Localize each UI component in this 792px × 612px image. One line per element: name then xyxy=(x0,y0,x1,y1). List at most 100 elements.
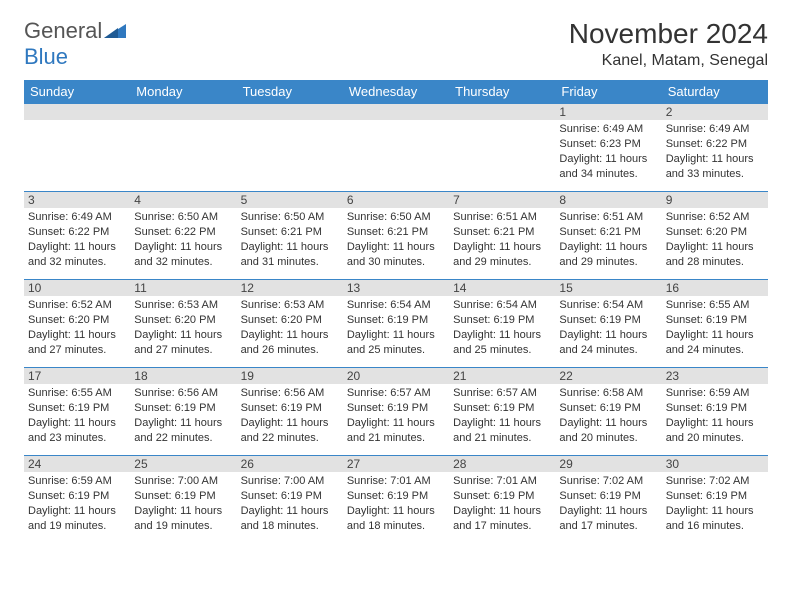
day-details: Sunrise: 6:49 AMSunset: 6:23 PMDaylight:… xyxy=(555,120,661,183)
day-details: Sunrise: 6:56 AMSunset: 6:19 PMDaylight:… xyxy=(237,384,343,447)
day-cell: 13Sunrise: 6:54 AMSunset: 6:19 PMDayligh… xyxy=(343,280,449,368)
day-details: Sunrise: 6:51 AMSunset: 6:21 PMDaylight:… xyxy=(449,208,555,271)
day-cell: 27Sunrise: 7:01 AMSunset: 6:19 PMDayligh… xyxy=(343,456,449,544)
day-details: Sunrise: 6:54 AMSunset: 6:19 PMDaylight:… xyxy=(449,296,555,359)
day-number: 11 xyxy=(130,280,236,296)
day-number: 1 xyxy=(555,104,661,120)
day-cell: 17Sunrise: 6:55 AMSunset: 6:19 PMDayligh… xyxy=(24,368,130,456)
day-details: Sunrise: 6:55 AMSunset: 6:19 PMDaylight:… xyxy=(662,296,768,359)
day-number: 15 xyxy=(555,280,661,296)
day-number: 21 xyxy=(449,368,555,384)
day-number: 8 xyxy=(555,192,661,208)
weekday-header-row: SundayMondayTuesdayWednesdayThursdayFrid… xyxy=(24,80,768,104)
day-number: 6 xyxy=(343,192,449,208)
day-details: Sunrise: 6:56 AMSunset: 6:19 PMDaylight:… xyxy=(130,384,236,447)
logo-text-1: General xyxy=(24,18,102,43)
day-details: Sunrise: 6:57 AMSunset: 6:19 PMDaylight:… xyxy=(343,384,449,447)
day-number: 2 xyxy=(662,104,768,120)
day-details: Sunrise: 7:00 AMSunset: 6:19 PMDaylight:… xyxy=(237,472,343,535)
empty-bar xyxy=(237,104,343,120)
day-number: 19 xyxy=(237,368,343,384)
empty-cell xyxy=(130,104,236,192)
day-cell: 15Sunrise: 6:54 AMSunset: 6:19 PMDayligh… xyxy=(555,280,661,368)
day-details: Sunrise: 6:50 AMSunset: 6:22 PMDaylight:… xyxy=(130,208,236,271)
day-number: 5 xyxy=(237,192,343,208)
day-details: Sunrise: 6:54 AMSunset: 6:19 PMDaylight:… xyxy=(343,296,449,359)
day-cell: 16Sunrise: 6:55 AMSunset: 6:19 PMDayligh… xyxy=(662,280,768,368)
empty-bar xyxy=(130,104,236,120)
day-details: Sunrise: 6:51 AMSunset: 6:21 PMDaylight:… xyxy=(555,208,661,271)
day-cell: 22Sunrise: 6:58 AMSunset: 6:19 PMDayligh… xyxy=(555,368,661,456)
day-cell: 8Sunrise: 6:51 AMSunset: 6:21 PMDaylight… xyxy=(555,192,661,280)
page-header: GeneralBlue November 2024 Kanel, Matam, … xyxy=(24,18,768,70)
day-cell: 19Sunrise: 6:56 AMSunset: 6:19 PMDayligh… xyxy=(237,368,343,456)
calendar-row: 17Sunrise: 6:55 AMSunset: 6:19 PMDayligh… xyxy=(24,368,768,456)
calendar-row: 1Sunrise: 6:49 AMSunset: 6:23 PMDaylight… xyxy=(24,104,768,192)
day-details: Sunrise: 6:50 AMSunset: 6:21 PMDaylight:… xyxy=(237,208,343,271)
day-cell: 7Sunrise: 6:51 AMSunset: 6:21 PMDaylight… xyxy=(449,192,555,280)
day-details: Sunrise: 6:53 AMSunset: 6:20 PMDaylight:… xyxy=(237,296,343,359)
day-details: Sunrise: 6:55 AMSunset: 6:19 PMDaylight:… xyxy=(24,384,130,447)
day-number: 12 xyxy=(237,280,343,296)
day-number: 16 xyxy=(662,280,768,296)
day-cell: 4Sunrise: 6:50 AMSunset: 6:22 PMDaylight… xyxy=(130,192,236,280)
day-details: Sunrise: 6:52 AMSunset: 6:20 PMDaylight:… xyxy=(24,296,130,359)
day-cell: 25Sunrise: 7:00 AMSunset: 6:19 PMDayligh… xyxy=(130,456,236,544)
title-block: November 2024 Kanel, Matam, Senegal xyxy=(569,18,768,70)
weekday-header: Wednesday xyxy=(343,80,449,104)
empty-cell xyxy=(24,104,130,192)
day-cell: 6Sunrise: 6:50 AMSunset: 6:21 PMDaylight… xyxy=(343,192,449,280)
day-number: 3 xyxy=(24,192,130,208)
day-number: 17 xyxy=(24,368,130,384)
day-cell: 2Sunrise: 6:49 AMSunset: 6:22 PMDaylight… xyxy=(662,104,768,192)
calendar-table: SundayMondayTuesdayWednesdayThursdayFrid… xyxy=(24,80,768,544)
empty-cell xyxy=(343,104,449,192)
day-cell: 3Sunrise: 6:49 AMSunset: 6:22 PMDaylight… xyxy=(24,192,130,280)
day-details: Sunrise: 7:00 AMSunset: 6:19 PMDaylight:… xyxy=(130,472,236,535)
day-number: 28 xyxy=(449,456,555,472)
day-cell: 12Sunrise: 6:53 AMSunset: 6:20 PMDayligh… xyxy=(237,280,343,368)
empty-cell xyxy=(237,104,343,192)
day-details: Sunrise: 6:52 AMSunset: 6:20 PMDaylight:… xyxy=(662,208,768,271)
logo: GeneralBlue xyxy=(24,18,128,70)
empty-cell xyxy=(449,104,555,192)
day-number: 7 xyxy=(449,192,555,208)
weekday-header: Sunday xyxy=(24,80,130,104)
location: Kanel, Matam, Senegal xyxy=(569,52,768,70)
day-number: 29 xyxy=(555,456,661,472)
empty-bar xyxy=(343,104,449,120)
day-number: 14 xyxy=(449,280,555,296)
calendar-row: 10Sunrise: 6:52 AMSunset: 6:20 PMDayligh… xyxy=(24,280,768,368)
weekday-header: Friday xyxy=(555,80,661,104)
calendar-body: 1Sunrise: 6:49 AMSunset: 6:23 PMDaylight… xyxy=(24,104,768,544)
day-details: Sunrise: 6:49 AMSunset: 6:22 PMDaylight:… xyxy=(662,120,768,183)
day-details: Sunrise: 6:53 AMSunset: 6:20 PMDaylight:… xyxy=(130,296,236,359)
day-details: Sunrise: 7:02 AMSunset: 6:19 PMDaylight:… xyxy=(662,472,768,535)
day-number: 25 xyxy=(130,456,236,472)
day-details: Sunrise: 6:50 AMSunset: 6:21 PMDaylight:… xyxy=(343,208,449,271)
day-details: Sunrise: 6:59 AMSunset: 6:19 PMDaylight:… xyxy=(24,472,130,535)
day-details: Sunrise: 6:57 AMSunset: 6:19 PMDaylight:… xyxy=(449,384,555,447)
day-number: 22 xyxy=(555,368,661,384)
day-details: Sunrise: 7:01 AMSunset: 6:19 PMDaylight:… xyxy=(343,472,449,535)
day-cell: 14Sunrise: 6:54 AMSunset: 6:19 PMDayligh… xyxy=(449,280,555,368)
day-number: 20 xyxy=(343,368,449,384)
day-number: 13 xyxy=(343,280,449,296)
weekday-header: Tuesday xyxy=(237,80,343,104)
weekday-header: Thursday xyxy=(449,80,555,104)
day-number: 27 xyxy=(343,456,449,472)
day-number: 30 xyxy=(662,456,768,472)
logo-triangle-icon xyxy=(104,18,126,44)
day-number: 4 xyxy=(130,192,236,208)
day-cell: 26Sunrise: 7:00 AMSunset: 6:19 PMDayligh… xyxy=(237,456,343,544)
day-cell: 18Sunrise: 6:56 AMSunset: 6:19 PMDayligh… xyxy=(130,368,236,456)
day-details: Sunrise: 6:59 AMSunset: 6:19 PMDaylight:… xyxy=(662,384,768,447)
day-cell: 20Sunrise: 6:57 AMSunset: 6:19 PMDayligh… xyxy=(343,368,449,456)
day-number: 9 xyxy=(662,192,768,208)
day-cell: 9Sunrise: 6:52 AMSunset: 6:20 PMDaylight… xyxy=(662,192,768,280)
calendar-row: 24Sunrise: 6:59 AMSunset: 6:19 PMDayligh… xyxy=(24,456,768,544)
empty-bar xyxy=(24,104,130,120)
day-cell: 29Sunrise: 7:02 AMSunset: 6:19 PMDayligh… xyxy=(555,456,661,544)
day-number: 26 xyxy=(237,456,343,472)
month-title: November 2024 xyxy=(569,18,768,50)
